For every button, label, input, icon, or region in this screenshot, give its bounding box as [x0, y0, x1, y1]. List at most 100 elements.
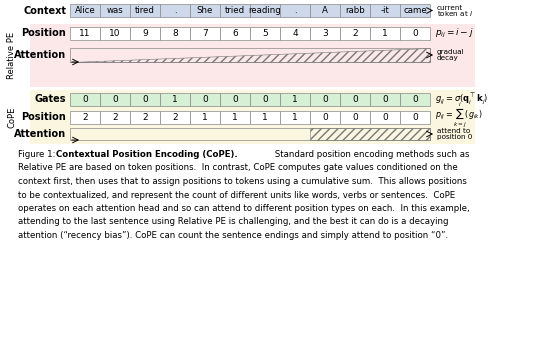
Text: 2: 2 — [112, 113, 118, 122]
Text: to be contextualized, and represent the count of different units like words, ver: to be contextualized, and represent the … — [18, 190, 455, 200]
Text: 0: 0 — [412, 29, 418, 38]
Text: Attention: Attention — [14, 129, 66, 139]
Text: decay: decay — [437, 55, 459, 61]
Bar — [340, 27, 370, 40]
Text: 1: 1 — [292, 95, 298, 104]
Bar — [250, 93, 280, 106]
Bar — [400, 27, 430, 40]
Bar — [250, 27, 280, 40]
Bar — [400, 111, 430, 124]
Bar — [370, 27, 400, 40]
Text: 0: 0 — [142, 95, 148, 104]
Text: Context: Context — [23, 5, 66, 16]
Text: 2: 2 — [142, 113, 148, 122]
Text: 1: 1 — [232, 113, 238, 122]
Text: 2: 2 — [352, 29, 358, 38]
Bar — [190, 111, 220, 124]
Bar — [370, 111, 400, 124]
Bar — [70, 27, 100, 40]
Text: She: She — [197, 6, 213, 15]
Text: 0: 0 — [232, 95, 238, 104]
Bar — [370, 93, 400, 106]
Text: 0: 0 — [412, 113, 418, 122]
Text: Relative PE are based on token positions.  In contrast, CoPE computes gate value: Relative PE are based on token positions… — [18, 164, 458, 172]
Bar — [30, 90, 475, 144]
Text: 0: 0 — [82, 95, 88, 104]
Text: attend to: attend to — [437, 128, 470, 134]
Text: .: . — [174, 6, 177, 15]
Text: Attention: Attention — [14, 50, 66, 60]
Text: token at $i$: token at $i$ — [437, 9, 474, 18]
Bar — [310, 128, 430, 140]
Text: tried: tried — [225, 6, 245, 15]
Bar — [220, 27, 250, 40]
Bar — [280, 4, 310, 17]
Bar — [70, 48, 430, 62]
Bar — [340, 111, 370, 124]
Bar — [130, 27, 160, 40]
Text: Position: Position — [21, 113, 66, 122]
Bar — [190, 4, 220, 17]
Text: -it: -it — [381, 6, 389, 15]
Text: 7: 7 — [202, 29, 208, 38]
Bar — [160, 111, 190, 124]
Text: 0: 0 — [352, 113, 358, 122]
Bar — [310, 27, 340, 40]
Text: Contextual Position Encoding (CoPE).: Contextual Position Encoding (CoPE). — [56, 150, 238, 159]
Text: Figure 1:: Figure 1: — [18, 150, 61, 159]
Bar — [250, 111, 280, 124]
Text: 10: 10 — [109, 29, 121, 38]
Text: 4: 4 — [292, 29, 298, 38]
Text: 3: 3 — [322, 29, 328, 38]
Bar — [100, 93, 130, 106]
Bar — [160, 93, 190, 106]
Text: 8: 8 — [172, 29, 178, 38]
Text: 0: 0 — [412, 95, 418, 104]
Bar — [220, 111, 250, 124]
Bar — [340, 93, 370, 106]
Bar — [30, 24, 475, 87]
Text: attending to the last sentence using Relative PE is challenging, and the best it: attending to the last sentence using Rel… — [18, 218, 449, 226]
Text: 1: 1 — [172, 95, 178, 104]
Text: Standard position encoding methods such as: Standard position encoding methods such … — [272, 150, 469, 159]
Bar — [70, 4, 100, 17]
Text: Gates: Gates — [35, 95, 66, 104]
Text: 1: 1 — [262, 113, 268, 122]
Text: gradual: gradual — [437, 49, 464, 55]
Bar — [310, 111, 340, 124]
Bar — [220, 93, 250, 106]
Text: $p_{ij} = i - j$: $p_{ij} = i - j$ — [435, 27, 474, 40]
Text: operates on each attention head and so can attend to different position types on: operates on each attention head and so c… — [18, 204, 470, 213]
Bar — [130, 111, 160, 124]
Text: attention (“recency bias”). CoPE can count the sentence endings and simply atten: attention (“recency bias”). CoPE can cou… — [18, 231, 448, 240]
Bar — [190, 27, 220, 40]
Text: context first, then uses that to assign positions to tokens using a cumulative s: context first, then uses that to assign … — [18, 177, 467, 186]
Text: 11: 11 — [79, 29, 91, 38]
Text: Alice: Alice — [75, 6, 96, 15]
Bar — [190, 93, 220, 106]
Text: came: came — [403, 6, 427, 15]
Bar — [160, 27, 190, 40]
Text: $g_{ij} = \sigma(\mathbf{q}_i^\top \mathbf{k}_j)$: $g_{ij} = \sigma(\mathbf{q}_i^\top \math… — [435, 92, 489, 107]
Text: 5: 5 — [262, 29, 268, 38]
Text: 0: 0 — [112, 95, 118, 104]
Bar — [310, 4, 340, 17]
Bar — [340, 4, 370, 17]
Text: 1: 1 — [382, 29, 388, 38]
Bar — [400, 93, 430, 106]
Text: 6: 6 — [232, 29, 238, 38]
Bar — [130, 4, 160, 17]
Bar — [400, 4, 430, 17]
Text: rabb: rabb — [345, 6, 365, 15]
Text: 0: 0 — [202, 95, 208, 104]
Text: A: A — [322, 6, 328, 15]
Text: 0: 0 — [352, 95, 358, 104]
Text: was: was — [106, 6, 123, 15]
Text: position 0: position 0 — [437, 134, 472, 140]
Text: Position: Position — [21, 29, 66, 38]
Bar — [100, 4, 130, 17]
Bar — [70, 93, 100, 106]
Bar — [100, 27, 130, 40]
Bar — [370, 4, 400, 17]
Text: CoPE: CoPE — [8, 106, 17, 128]
